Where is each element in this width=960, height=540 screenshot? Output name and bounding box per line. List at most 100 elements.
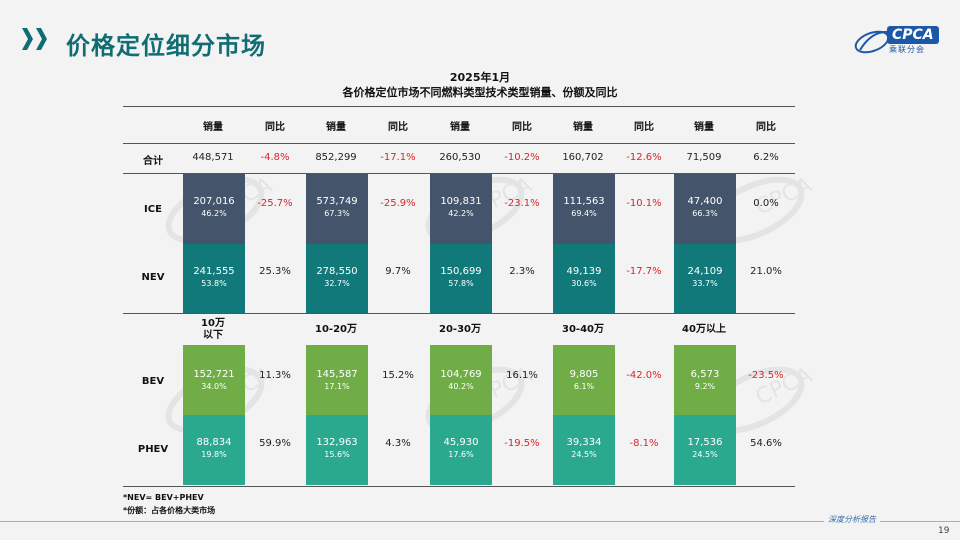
bev-cell: 145,587 17.1% — [306, 345, 368, 415]
bev-yoy: -42.0% — [626, 370, 662, 381]
phev-yoy: 54.6% — [750, 438, 782, 449]
nev-cell: 150,699 57.8% — [430, 244, 492, 313]
row-label-total: 合计 — [143, 156, 163, 167]
phev-share: 24.5% — [692, 450, 718, 459]
ice-cell: 109,831 42.2% — [430, 174, 492, 244]
nev-yoy: 21.0% — [750, 266, 782, 277]
logo-subtitle: 乘联分会 — [889, 45, 925, 54]
nev-cell: 278,550 32.7% — [306, 244, 368, 313]
ice-yoy: -25.9% — [380, 198, 416, 209]
row-label-ice: ICE — [144, 204, 162, 215]
ice-sales: 111,563 — [563, 196, 605, 207]
ice-yoy: 0.0% — [753, 198, 779, 209]
col-header-sales: 销量 — [203, 122, 223, 133]
footnotes: *NEV= BEV+PHEV *份额：占各价格大类市场 — [123, 491, 215, 517]
bev-sales: 145,587 — [316, 369, 358, 380]
bev-cell: 9,805 6.1% — [553, 345, 615, 415]
phev-sales: 132,963 — [316, 437, 358, 448]
total-sales: 160,702 — [562, 152, 604, 163]
logo-text: CPCA — [887, 26, 939, 44]
nev-share: 53.8% — [201, 279, 227, 288]
nev-sales: 241,555 — [193, 266, 235, 277]
bev-cell: 6,573 9.2% — [674, 345, 736, 415]
ice-cell: 111,563 69.4% — [553, 174, 615, 244]
col-header-yoy: 同比 — [265, 122, 285, 133]
segment-label: 30-40万 — [562, 324, 604, 335]
phev-sales: 39,334 — [566, 437, 602, 448]
footer-report-label: 深度分析报告 — [824, 514, 880, 525]
slide-header: 价格定位细分市场 CPCA 乘联分会 — [0, 0, 960, 62]
col-header-sales: 销量 — [450, 122, 470, 133]
table-mid-rule — [123, 313, 795, 314]
bev-yoy: -23.5% — [748, 370, 784, 381]
nev-yoy: 2.3% — [509, 266, 535, 277]
phev-cell: 17,536 24.5% — [674, 415, 736, 485]
phev-share: 17.6% — [448, 450, 474, 459]
col-header-yoy: 同比 — [634, 122, 654, 133]
footnote-nev-definition: *NEV= BEV+PHEV — [123, 493, 204, 502]
row-label-nev: NEV — [141, 272, 165, 283]
phev-sales: 45,930 — [443, 437, 479, 448]
bev-share: 34.0% — [201, 382, 227, 391]
ice-share: 46.2% — [201, 209, 227, 218]
col-header-yoy: 同比 — [388, 122, 408, 133]
bev-yoy: 15.2% — [382, 370, 414, 381]
bev-yoy: 11.3% — [259, 370, 291, 381]
phev-yoy: -8.1% — [629, 438, 659, 449]
segment-label: 10万 以下 — [201, 318, 225, 341]
bev-cell: 152,721 34.0% — [183, 345, 245, 415]
nev-share: 30.6% — [571, 279, 597, 288]
nev-share: 32.7% — [324, 279, 350, 288]
ice-cell: 47,400 66.3% — [674, 174, 736, 244]
nev-sales: 49,139 — [566, 266, 602, 277]
segment-label: 20-30万 — [439, 324, 481, 335]
total-yoy: -4.8% — [260, 152, 290, 163]
total-sales: 448,571 — [192, 152, 234, 163]
ice-yoy: -23.1% — [504, 198, 540, 209]
table-header-rule — [123, 143, 795, 144]
nev-cell: 49,139 30.6% — [553, 244, 615, 313]
col-header-yoy: 同比 — [512, 122, 532, 133]
phev-yoy: 59.9% — [259, 438, 291, 449]
table-total-rule — [123, 173, 795, 174]
ice-yoy: -25.7% — [257, 198, 293, 209]
ice-sales: 109,831 — [440, 196, 482, 207]
phev-yoy: -19.5% — [504, 438, 540, 449]
nev-sales: 24,109 — [687, 266, 723, 277]
phev-share: 15.6% — [324, 450, 350, 459]
footnote-share-definition: *份额：占各价格大类市场 — [123, 506, 216, 515]
phev-cell: 88,834 19.8% — [183, 415, 245, 485]
phev-cell: 132,963 15.6% — [306, 415, 368, 485]
bev-share: 17.1% — [324, 382, 350, 391]
ice-sales: 573,749 — [316, 196, 358, 207]
chevron-right-icon — [22, 28, 33, 50]
nev-share: 57.8% — [448, 279, 474, 288]
ice-share: 66.3% — [692, 209, 718, 218]
phev-sales: 17,536 — [687, 437, 723, 448]
phev-share: 24.5% — [571, 450, 597, 459]
table-top-rule — [123, 106, 795, 107]
nev-yoy: -17.7% — [626, 266, 662, 277]
phev-sales: 88,834 — [196, 437, 232, 448]
nev-cell: 24,109 33.7% — [674, 244, 736, 313]
bev-share: 6.1% — [573, 382, 595, 391]
bev-sales: 9,805 — [569, 369, 599, 380]
bev-sales: 104,769 — [440, 369, 482, 380]
col-header-yoy: 同比 — [756, 122, 776, 133]
total-yoy: 6.2% — [753, 152, 779, 163]
ice-cell: 573,749 67.3% — [306, 174, 368, 244]
total-sales: 71,509 — [686, 152, 722, 163]
total-yoy: -17.1% — [380, 152, 416, 163]
phev-share: 19.8% — [201, 450, 227, 459]
ice-cell: 207,016 46.2% — [183, 174, 245, 244]
nev-sales: 150,699 — [440, 266, 482, 277]
ice-sales: 47,400 — [687, 196, 723, 207]
col-header-sales: 销量 — [326, 122, 346, 133]
total-sales: 852,299 — [315, 152, 357, 163]
ice-share: 67.3% — [324, 209, 350, 218]
row-label-bev: BEV — [141, 376, 165, 387]
bev-yoy: 16.1% — [506, 370, 538, 381]
nev-share: 33.7% — [692, 279, 718, 288]
chart-title-date: 2025年1月 — [449, 71, 511, 84]
table-bottom-rule — [123, 486, 795, 487]
